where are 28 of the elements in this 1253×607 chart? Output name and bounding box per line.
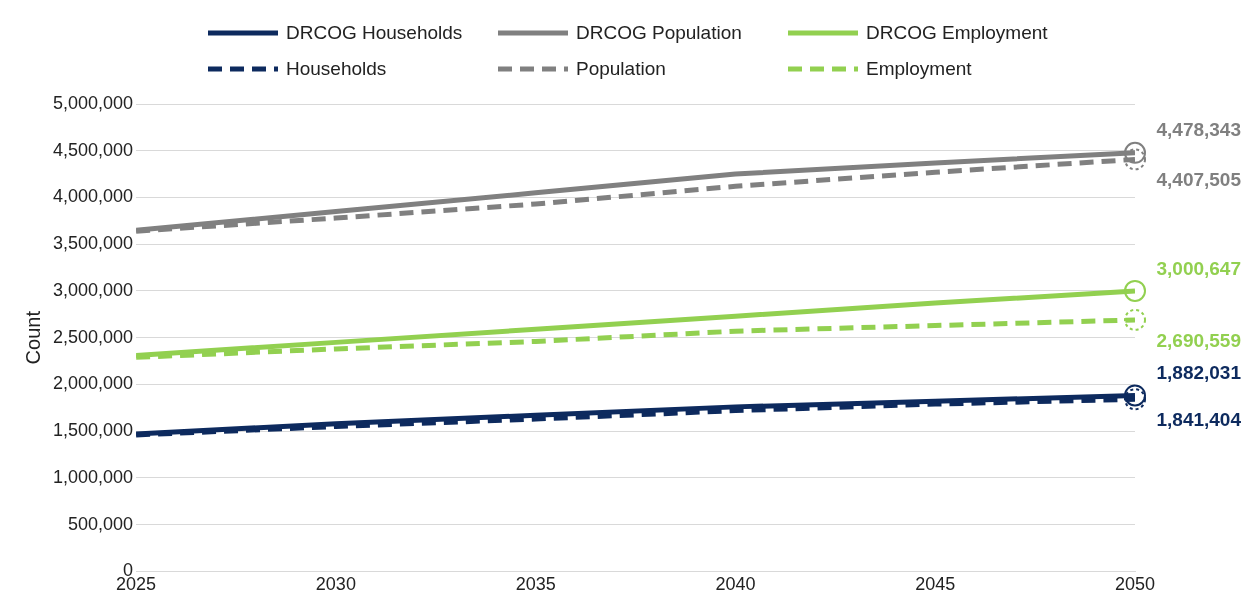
- legend-label: DRCOG Employment: [866, 22, 1048, 44]
- y-tick-label: 2,500,000: [53, 326, 134, 347]
- y-axis-title: Count: [21, 310, 44, 365]
- y-tick-label: 5,000,000: [53, 92, 134, 113]
- data-label: 1,882,031: [1156, 362, 1242, 384]
- data-label: 3,000,647: [1156, 257, 1241, 279]
- y-tick-label: 1,500,000: [53, 420, 134, 441]
- x-tick-label: 2030: [315, 574, 356, 595]
- legend-label: DRCOG Population: [576, 22, 742, 44]
- legend-label: DRCOG Households: [286, 22, 463, 44]
- x-tick-label: 2045: [915, 574, 956, 595]
- y-tick-label: 4,000,000: [53, 186, 134, 207]
- legend-label: Households: [286, 58, 387, 80]
- x-tick-label: 2050: [1114, 574, 1156, 595]
- y-tick-label: 500,000: [68, 513, 134, 534]
- legend-label: Employment: [866, 58, 972, 80]
- legend-label: Population: [576, 58, 666, 80]
- y-tick-label: 3,500,000: [53, 233, 134, 254]
- y-tick-label: 4,500,000: [53, 139, 134, 160]
- y-tick-label: 3,000,000: [53, 279, 134, 300]
- y-tick-label: 1,000,000: [53, 466, 134, 487]
- data-label: 4,407,505: [1156, 169, 1242, 191]
- data-label: 4,478,343: [1156, 119, 1241, 141]
- y-tick-label: 2,000,000: [53, 373, 134, 394]
- data-label: 1,841,404: [1156, 409, 1242, 430]
- x-tick-label: 2040: [715, 574, 756, 595]
- data-label: 2,690,559: [1156, 329, 1241, 351]
- x-tick-label: 2035: [515, 574, 556, 595]
